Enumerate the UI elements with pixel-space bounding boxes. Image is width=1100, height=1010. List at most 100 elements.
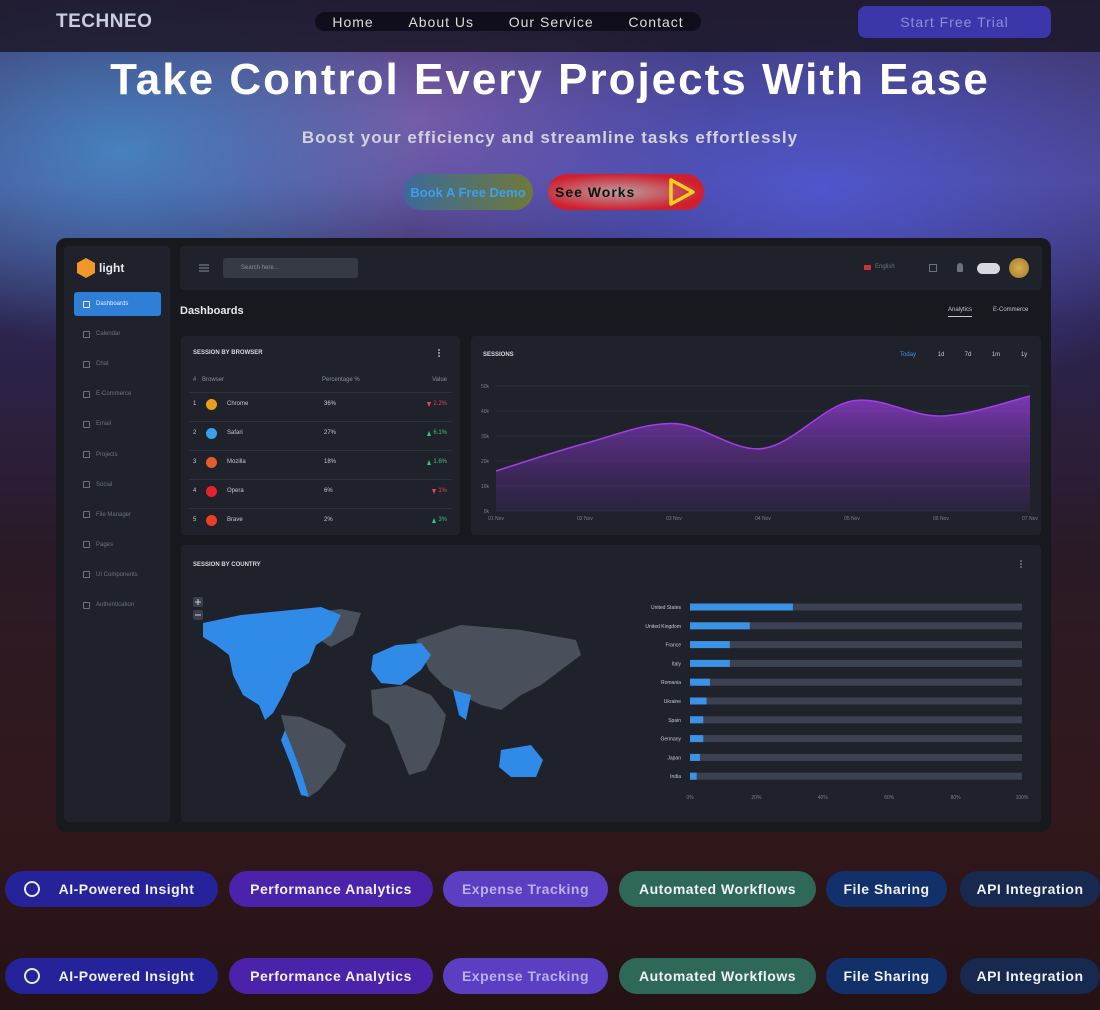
logo-icon xyxy=(77,258,95,278)
language[interactable]: English xyxy=(875,264,895,270)
bar xyxy=(690,697,707,705)
bar-track xyxy=(690,697,1022,705)
sidebar-item[interactable]: UI Components xyxy=(74,563,161,587)
bar xyxy=(690,716,704,724)
y-tick-label: 30k xyxy=(481,434,490,440)
x-tick-label: 07 Nov xyxy=(1022,516,1038,522)
browser-icon xyxy=(206,457,217,468)
feature-pill[interactable]: File Sharing xyxy=(826,871,947,907)
feature-pill[interactable]: Performance Analytics xyxy=(229,871,433,907)
nav-link[interactable]: About Us xyxy=(408,13,475,30)
percentage: 2% xyxy=(324,517,333,523)
change: 1.6% xyxy=(433,459,447,465)
rank: 4 xyxy=(193,488,197,494)
tab[interactable]: E-Commerce xyxy=(993,307,1029,313)
sidebar: Dashboards Calendar Chat E-Commerce Email Pro… xyxy=(64,246,170,822)
range-option[interactable]: 1y xyxy=(1021,352,1027,358)
menu-icon[interactable] xyxy=(198,263,210,273)
tab[interactable]: Analytics xyxy=(948,307,973,317)
theme-toggle[interactable] xyxy=(977,263,1000,274)
country-label: Spain xyxy=(668,718,681,724)
world-map xyxy=(193,597,581,797)
browser-panel: SESSION BY BROWSER # Browser Percentage % V… xyxy=(181,336,460,535)
line xyxy=(495,395,1031,472)
bar-track xyxy=(690,603,1022,611)
feature-pill[interactable]: Expense Tracking xyxy=(443,958,608,994)
percentage: 36% xyxy=(324,401,337,407)
rank: 2 xyxy=(193,430,197,436)
x-tick-label: 06 Nov xyxy=(933,516,949,522)
sidebar-item[interactable]: Calendar xyxy=(74,322,161,346)
bar xyxy=(690,641,730,649)
feature-pill[interactable]: Automated Workflows xyxy=(619,871,816,907)
bar-track xyxy=(690,772,1022,780)
change: 1% xyxy=(438,488,447,494)
x-tick-label: 0% xyxy=(686,795,694,801)
feature-pill[interactable]: AI-Powered Insight xyxy=(5,871,218,907)
feature-pill[interactable]: API Integration xyxy=(960,871,1100,907)
sidebar-item[interactable]: Projects xyxy=(74,443,161,467)
search-box[interactable]: Search here... xyxy=(223,258,358,278)
browser-icon xyxy=(206,399,217,410)
feature-pill[interactable]: Expense Tracking xyxy=(443,871,608,907)
sidebar-item[interactable]: Authentication xyxy=(74,593,161,617)
change: 3% xyxy=(438,517,447,523)
sidebar-item[interactable]: Pages xyxy=(74,533,161,557)
feature-label: Automated Workflows xyxy=(638,881,797,897)
range-option[interactable]: 1d xyxy=(938,352,945,358)
avatar[interactable] xyxy=(1009,258,1029,278)
brand[interactable]: TECHNEO xyxy=(56,11,153,32)
feature-pill[interactable]: AI-Powered Insight xyxy=(5,958,218,994)
country-label: Ukraine xyxy=(664,699,681,705)
nav-link[interactable]: Home xyxy=(332,13,374,30)
bar xyxy=(690,753,700,761)
range-option[interactable]: 1m xyxy=(992,352,1000,358)
works-button[interactable]: See Works xyxy=(548,174,704,210)
range-option[interactable]: 7d xyxy=(965,352,972,358)
more-icon[interactable] xyxy=(437,348,441,358)
logo: light xyxy=(99,261,125,275)
nav-link[interactable]: Our Service xyxy=(508,13,594,30)
percentage: 18% xyxy=(324,459,337,465)
demo-button[interactable]: Book A Free Demo xyxy=(403,174,533,210)
row-divider xyxy=(189,479,452,480)
nav-link[interactable]: Contact xyxy=(628,13,684,30)
nav-links: Home About Us Our Service Contact xyxy=(315,12,701,31)
y-tick-label: 0k xyxy=(484,509,490,515)
bar-track xyxy=(690,716,1022,724)
panel-title: SESSION BY COUNTRY xyxy=(193,562,261,568)
trend-arrow xyxy=(427,431,431,436)
sidebar-item[interactable]: Chat xyxy=(74,352,161,376)
sidebar-item[interactable]: Social xyxy=(74,473,161,497)
browser-icon xyxy=(206,486,217,497)
y-tick-label: 50k xyxy=(481,384,490,390)
cta-button[interactable]: Start Free Trial xyxy=(858,6,1051,38)
browser-icon xyxy=(206,515,217,526)
bell-icon[interactable] xyxy=(957,263,963,272)
rank: 5 xyxy=(193,517,197,523)
y-tick-label: 10k xyxy=(481,484,490,490)
country-label: Germany xyxy=(660,737,681,743)
range-option[interactable]: Today xyxy=(900,352,916,358)
change: 2.2% xyxy=(433,401,447,407)
country-label: Romania xyxy=(661,680,681,686)
feature-pill[interactable]: API Integration xyxy=(960,958,1100,994)
row-divider xyxy=(189,392,452,393)
country-chart: SESSION BY COUNTRY United States United Ki… xyxy=(193,560,1029,801)
sidebar-item[interactable]: Dashboards xyxy=(74,292,161,316)
feature-label: File Sharing xyxy=(843,968,930,984)
percentage: 27% xyxy=(324,430,337,436)
sidebar-item[interactable]: File Manager xyxy=(74,503,161,527)
sidebar-item[interactable]: E-Commerce xyxy=(74,382,161,406)
feature-pill[interactable]: Performance Analytics xyxy=(229,958,433,994)
column-header: Browser xyxy=(202,377,225,383)
sidebar-item[interactable]: Email xyxy=(74,412,161,436)
feature-pill[interactable]: Automated Workflows xyxy=(619,958,816,994)
bar-track xyxy=(690,735,1022,743)
apps-icon[interactable] xyxy=(929,264,937,272)
feature-label: AI-Powered Insight xyxy=(58,881,195,897)
bar xyxy=(690,622,750,630)
feature-pill[interactable]: File Sharing xyxy=(826,958,947,994)
more-dot xyxy=(1020,563,1022,565)
country-label: France xyxy=(665,643,681,649)
